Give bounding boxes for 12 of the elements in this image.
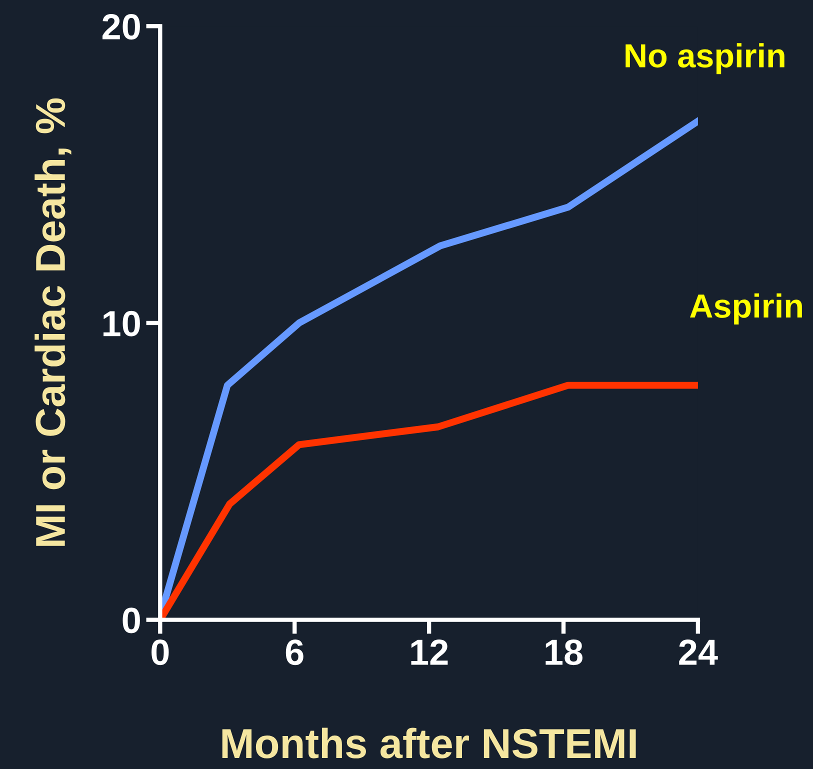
- x-tick-label: 12: [411, 640, 448, 665]
- series-label: Aspirin: [690, 293, 802, 324]
- y-tick-label: 20: [102, 14, 140, 40]
- x-tick-label: 18: [546, 640, 582, 666]
- x-tick-label: 0: [152, 640, 169, 666]
- y-tick-label: 0: [122, 608, 140, 634]
- y-axis-title: MI or Cardiac Death, %: [34, 98, 72, 546]
- x-tick-label: 24: [679, 640, 718, 665]
- series-label: No aspirin: [626, 43, 784, 74]
- y-tick-label: 10: [104, 310, 140, 336]
- x-axis-title: Months after NSTEMI: [222, 728, 636, 758]
- x-tick-label: 6: [286, 640, 304, 666]
